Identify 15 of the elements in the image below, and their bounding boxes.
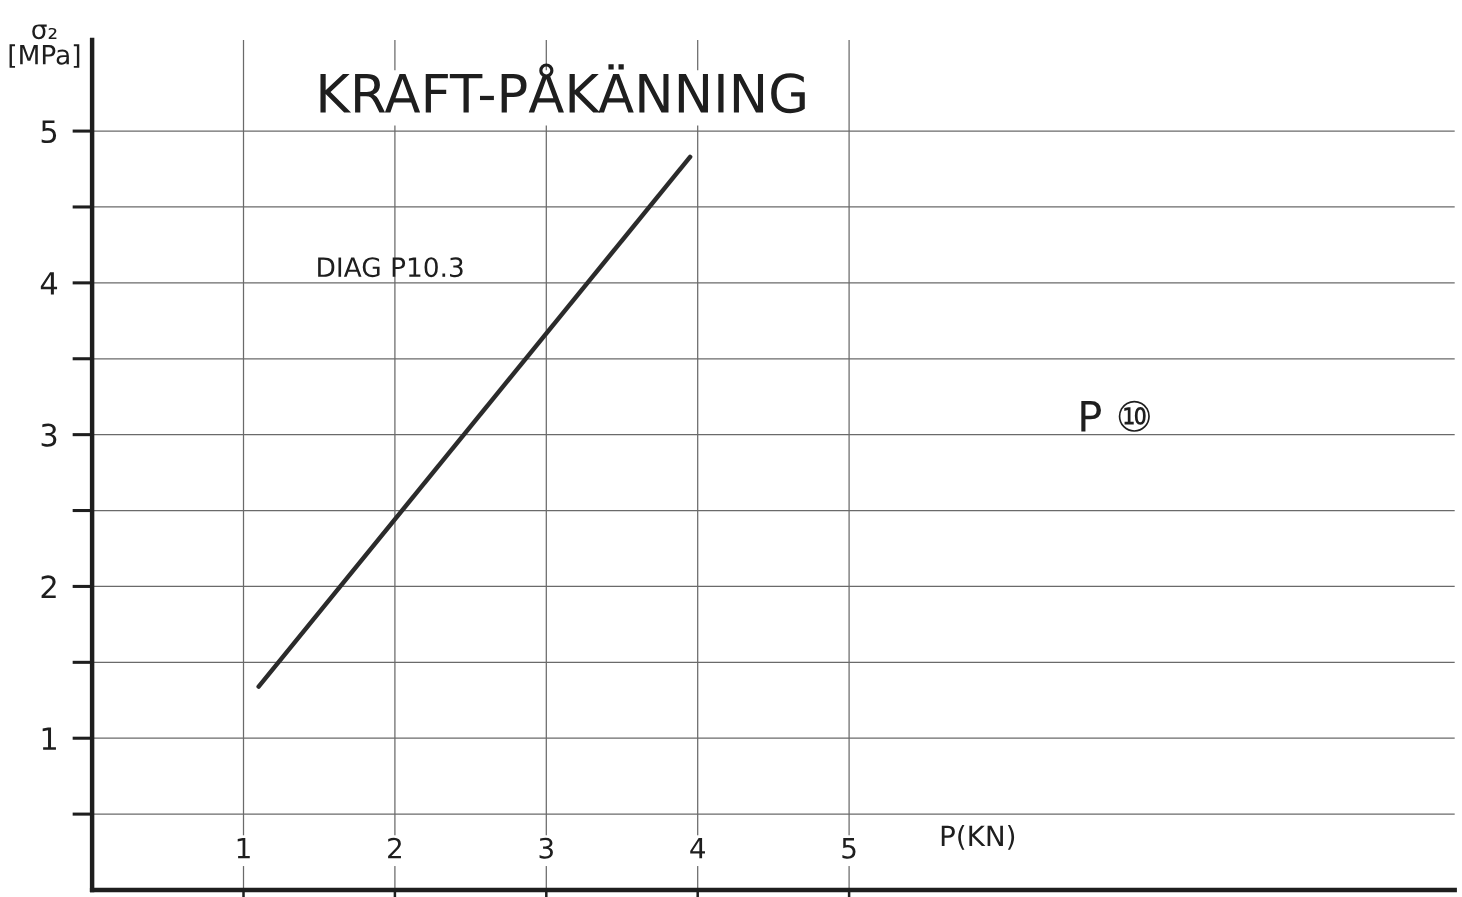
- y-tick-label: 2: [41, 575, 56, 599]
- chart-title: KRAFT-PÅKÄNNING: [320, 63, 805, 114]
- y-tick-label: 4: [40, 272, 58, 295]
- annotation: P ⑩: [1081, 400, 1150, 432]
- x-tick-label: 2: [388, 837, 401, 859]
- annotation: DIAG P10.3: [318, 257, 463, 278]
- x-tick-label: 3: [539, 837, 553, 859]
- x-tick-label: 5: [842, 838, 856, 859]
- y-tick-label: 5: [41, 120, 57, 144]
- y-tick-label: 3: [41, 423, 57, 447]
- y-axis-title: σ₂ [MPa]: [9, 24, 80, 68]
- x-axis-title: P(KN): [941, 824, 1015, 850]
- x-tick-label: 4: [690, 838, 705, 859]
- x-tick-label: 1: [237, 838, 250, 859]
- y-tick-label: 1: [42, 727, 56, 750]
